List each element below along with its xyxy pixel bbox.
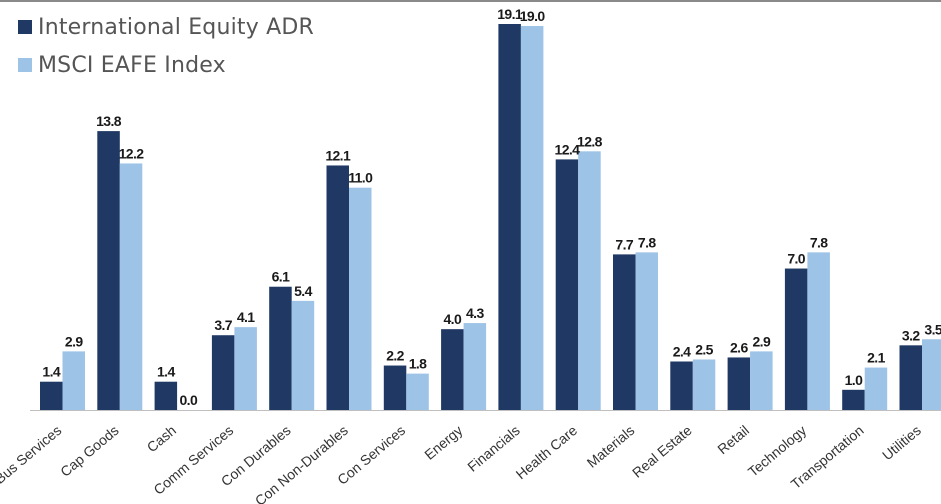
value-label-real-estate-series-1: 2.5 [695,341,713,357]
bar-cap-goods-series-1 [119,163,143,410]
value-label-financials-series-1: 19.0 [520,8,546,24]
bar-financials-series-1 [520,26,544,411]
bar-con-services-series-1 [406,373,429,410]
category-label-real-estate: Real Estate [629,422,695,481]
bar-con-services-series-0 [383,365,407,410]
legend-item-series-0: International Equity ADR [18,8,314,46]
value-label-health-care-series-1: 12.8 [577,133,603,149]
value-label-transportation-series-0: 1.0 [845,372,863,388]
value-label-materials-series-0: 7.7 [615,236,633,252]
bar-health-care-series-0 [555,159,579,410]
bar-con-non-durables-series-0 [326,165,349,410]
category-label-bus-services: Bus Services [0,422,64,487]
bar-utilities-series-0 [899,345,922,410]
category-label-materials: Materials [584,422,638,471]
bar-con-durables-series-1 [291,300,315,410]
bar-energy-series-1 [463,323,487,410]
value-label-materials-series-1: 7.8 [638,234,656,250]
value-label-comm-services-series-0: 3.7 [214,317,232,333]
category-label-con-non-durables: Con Non-Durables [252,422,351,504]
value-label-retail-series-0: 2.6 [730,339,748,355]
bar-materials-series-0 [613,254,636,410]
category-label-cash: Cash [144,422,179,455]
value-label-retail-series-1: 2.9 [753,333,771,349]
value-labels-layer: 1.4 2.9 13.8 12.2 1.4 0.0 3.7 4.1 6.15.4 12.1 11.0… [42,6,941,408]
value-label-comm-services-series-1: 4.1 [237,309,255,325]
bar-con-non-durables-series-1 [349,187,372,410]
top-border [0,0,941,2]
category-label-retail: Retail [714,422,752,457]
value-label-energy-series-1: 4.3 [466,305,484,321]
bars-layer [40,24,941,411]
category-label-financials: Financials [464,422,523,475]
bar-transportation-series-0 [842,389,865,410]
bar-retail-series-0 [727,357,751,410]
legend: International Equity ADR MSCI EAFE Index [18,8,314,84]
category-label-cap-goods: Cap Goods [57,422,122,480]
value-label-con-durables-series-1: 5.4 [294,283,312,299]
value-label-bus-services-series-0: 1.4 [42,364,60,380]
value-label-con-non-durables-series-1: 11.0 [348,170,373,186]
bar-comm-services-series-0 [211,335,235,410]
legend-label-series-0: International Equity ADR [38,14,315,40]
value-label-financials-series-0: 19.1 [497,6,523,22]
bar-bus-services-series-1 [62,351,85,410]
value-label-real-estate-series-0: 2.4 [673,343,691,359]
value-label-cap-goods-series-0: 13.8 [96,113,122,129]
bar-comm-services-series-1 [234,327,257,410]
value-label-energy-series-0: 4.0 [444,311,462,327]
value-label-technology-series-0: 7.0 [787,251,805,267]
bar-retail-series-1 [750,351,773,410]
value-label-cap-goods-series-1: 12.2 [119,145,145,161]
bar-materials-series-1 [635,252,658,410]
bar-real-estate-series-1 [692,359,716,410]
category-label-energy: Energy [421,422,465,463]
bar-technology-series-1 [807,252,830,410]
legend-item-series-1: MSCI EAFE Index [18,46,314,84]
bar-cash-series-0 [154,381,178,410]
value-label-cash-series-0: 1.4 [157,364,175,380]
value-label-con-durables-series-0: 6.1 [272,269,290,285]
legend-swatch-series-1 [18,58,32,72]
bar-energy-series-0 [441,329,464,410]
category-label-utilities: Utilities [879,422,924,463]
value-label-con-services-series-1: 1.8 [409,356,427,372]
bar-health-care-series-1 [578,151,601,410]
bar-utilities-series-1 [922,339,941,410]
bar-cap-goods-series-0 [97,131,120,410]
bar-transportation-series-1 [864,367,888,410]
bar-technology-series-0 [784,268,808,410]
value-label-health-care-series-0: 12.4 [555,141,581,157]
value-label-utilities-series-0: 3.2 [902,327,920,343]
bar-financials-series-0 [498,24,521,410]
bar-con-durables-series-0 [269,286,292,410]
value-label-technology-series-1: 7.8 [810,234,828,250]
value-label-transportation-series-1: 2.1 [867,350,885,366]
value-label-bus-services-series-1: 2.9 [65,333,83,349]
value-label-con-services-series-0: 2.2 [386,348,404,364]
bar-bus-services-series-0 [40,381,63,410]
value-label-con-non-durables-series-0: 12.1 [325,147,351,163]
category-label-health-care: Health Care [513,422,581,482]
bar-real-estate-series-0 [670,361,693,410]
legend-swatch-series-0 [18,20,32,34]
value-label-cash-series-1: 0.0 [180,392,198,408]
value-label-utilities-series-1: 3.5 [924,321,941,337]
legend-label-series-1: MSCI EAFE Index [38,52,226,78]
